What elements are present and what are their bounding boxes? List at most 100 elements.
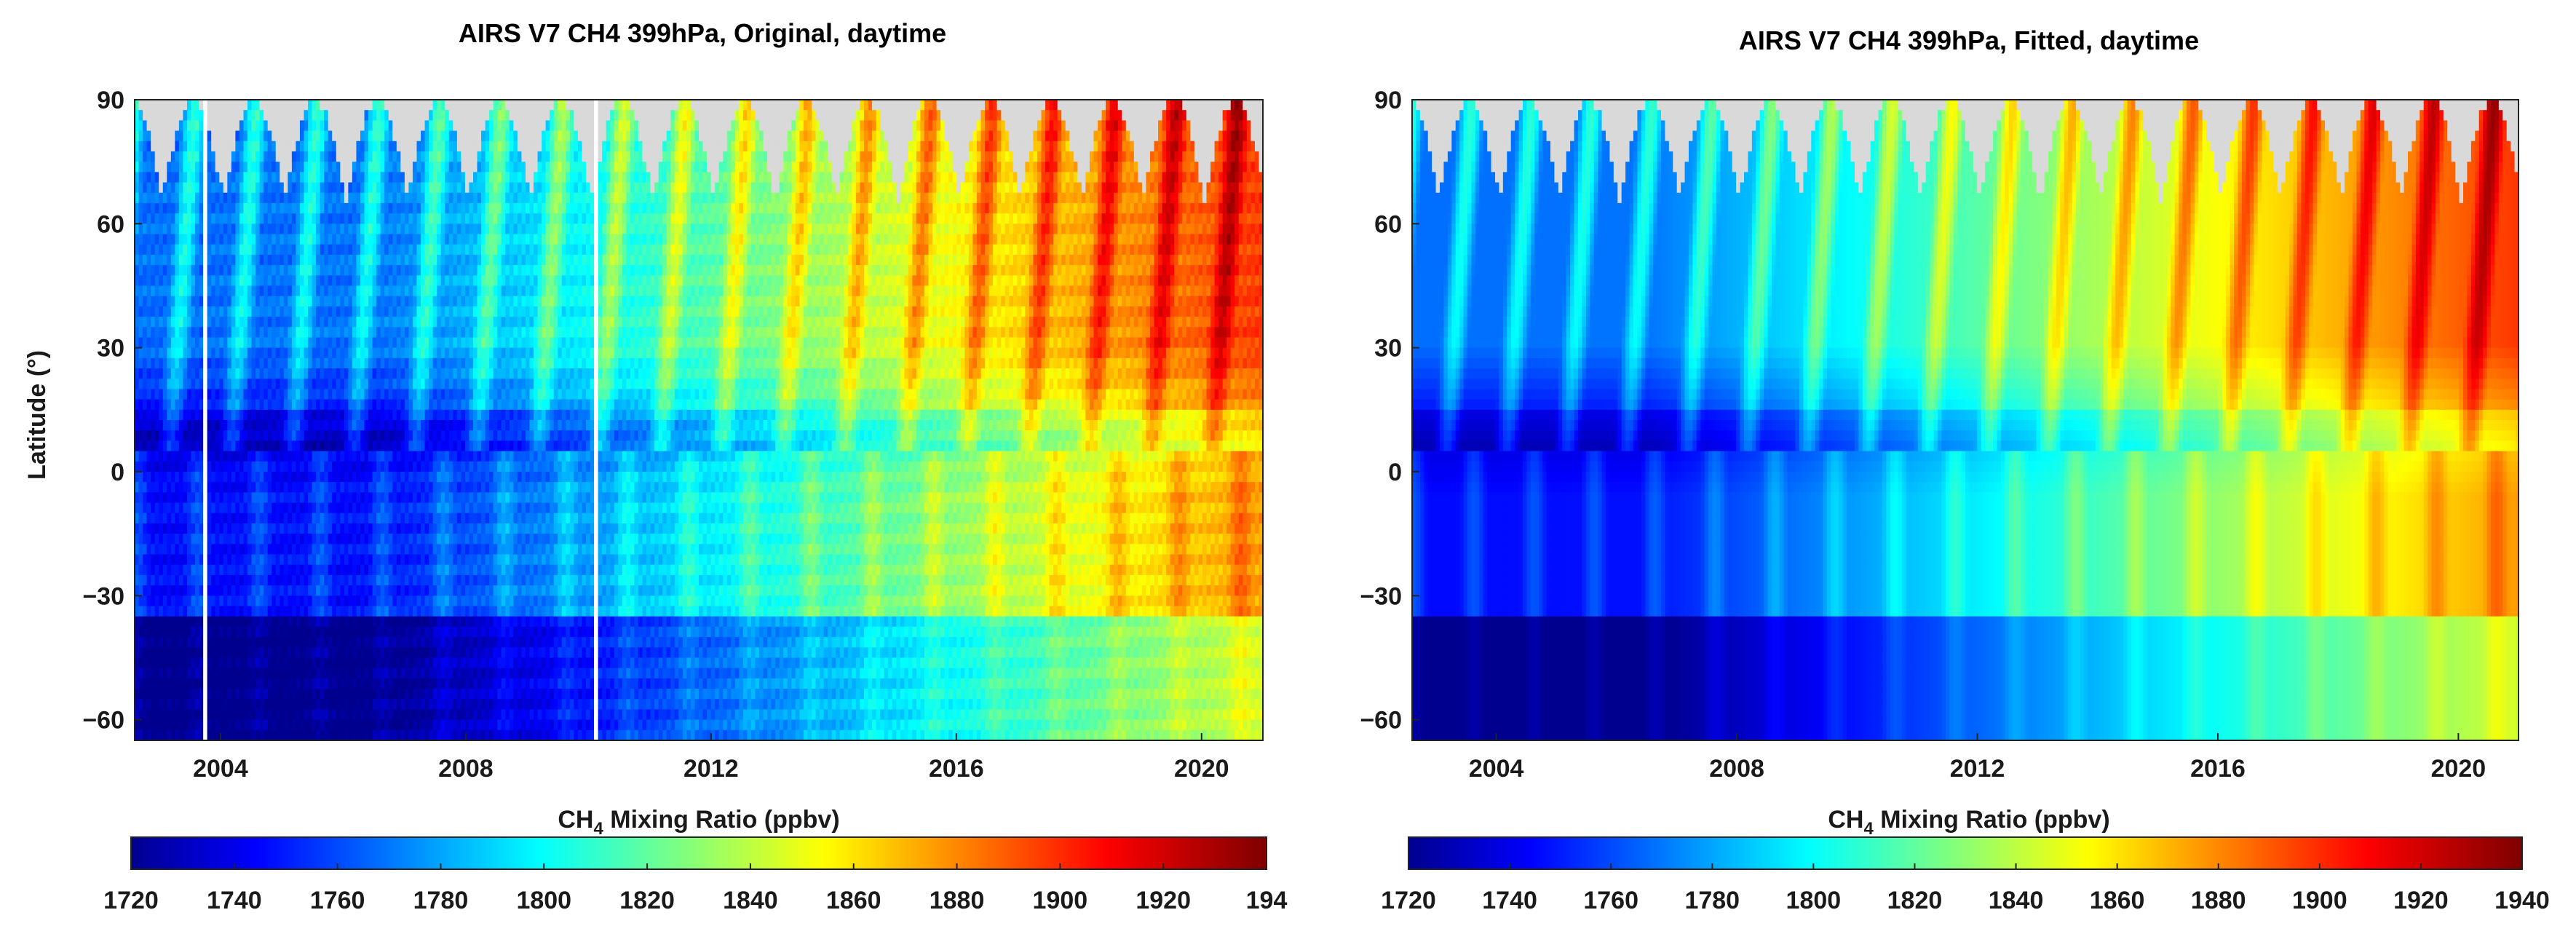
heatmap-cell bbox=[191, 657, 196, 669]
heatmap-cell bbox=[203, 337, 208, 349]
heatmap-cell bbox=[408, 574, 413, 586]
heatmap-cell bbox=[191, 647, 196, 659]
heatmap-cell bbox=[191, 275, 196, 287]
heatmap-cell bbox=[316, 306, 321, 317]
heatmap-cell bbox=[372, 637, 377, 648]
heatmap-cell bbox=[421, 585, 426, 596]
heatmap-cell bbox=[223, 192, 228, 204]
heatmap-cell bbox=[324, 523, 329, 534]
heatmap-cell bbox=[227, 389, 232, 400]
heatmap-cell bbox=[159, 699, 164, 711]
heatmap-cell bbox=[424, 275, 429, 287]
heatmap-cell bbox=[376, 502, 381, 514]
heatmap-cell bbox=[404, 223, 410, 235]
heatmap-cell bbox=[352, 544, 357, 555]
heatmap-cell bbox=[320, 389, 325, 400]
heatmap-cell bbox=[352, 668, 357, 679]
heatmap-cell bbox=[356, 399, 361, 411]
heatmap-cell bbox=[340, 110, 345, 121]
heatmap-cell bbox=[400, 120, 405, 132]
heatmap-cell bbox=[332, 399, 337, 411]
heatmap-cell bbox=[151, 223, 156, 235]
heatmap-cell bbox=[211, 678, 216, 689]
heatmap-cell bbox=[304, 317, 309, 328]
heatmap-cell bbox=[299, 357, 305, 369]
heatmap-cell bbox=[186, 451, 192, 462]
heatmap-cell bbox=[178, 595, 184, 607]
heatmap-cell bbox=[372, 512, 377, 524]
heatmap-cell bbox=[259, 234, 264, 245]
heatmap-cell bbox=[328, 699, 333, 711]
heatmap-cell bbox=[437, 492, 442, 504]
heatmap-cell bbox=[400, 606, 405, 617]
heatmap-cell bbox=[336, 606, 341, 617]
heatmap-cell bbox=[368, 678, 373, 689]
heatmap-cell bbox=[203, 130, 208, 142]
heatmap-cell bbox=[445, 585, 450, 596]
heatmap-cell bbox=[203, 420, 208, 431]
heatmap-cell bbox=[388, 141, 393, 152]
heatmap-cell bbox=[312, 523, 317, 534]
heatmap-cell bbox=[167, 409, 172, 421]
heatmap-cell bbox=[243, 223, 248, 235]
heatmap-cell bbox=[429, 534, 434, 545]
heatmap-cell bbox=[304, 719, 309, 731]
heatmap-cell bbox=[308, 337, 313, 349]
heatmap-cell bbox=[255, 151, 261, 162]
heatmap-cell bbox=[183, 141, 188, 152]
heatmap-cell bbox=[372, 647, 377, 659]
heatmap-cell bbox=[304, 564, 309, 576]
heatmap-cell bbox=[299, 110, 305, 121]
heatmap-cell bbox=[368, 172, 373, 183]
heatmap-cell bbox=[211, 182, 216, 194]
heatmap-cell bbox=[143, 141, 148, 152]
heatmap-cell bbox=[299, 668, 305, 679]
heatmap-cell bbox=[162, 285, 167, 297]
heatmap-cell bbox=[392, 616, 397, 628]
heatmap-cell bbox=[376, 606, 381, 617]
heatmap-cell bbox=[239, 182, 245, 194]
heatmap-cell bbox=[272, 306, 277, 317]
heatmap-cell bbox=[243, 130, 248, 142]
heatmap-cell bbox=[453, 668, 458, 679]
heatmap-cell bbox=[408, 595, 413, 607]
heatmap-cell bbox=[328, 120, 333, 132]
heatmap-cell bbox=[251, 534, 256, 545]
heatmap-cell bbox=[227, 719, 232, 731]
heatmap-cell bbox=[360, 668, 365, 679]
heatmap-cell bbox=[348, 606, 353, 617]
heatmap-cell bbox=[404, 544, 410, 555]
heatmap-cell bbox=[167, 492, 172, 504]
heatmap-cell bbox=[138, 678, 143, 689]
heatmap-cell bbox=[195, 699, 200, 711]
heatmap-cell bbox=[203, 512, 208, 524]
heatmap-cell bbox=[235, 502, 240, 514]
heatmap-cell bbox=[235, 162, 240, 173]
heatmap-cell bbox=[231, 327, 236, 339]
heatmap-cell bbox=[332, 512, 337, 524]
heatmap-cell bbox=[143, 254, 148, 266]
heatmap-cell bbox=[267, 162, 272, 173]
heatmap-cell bbox=[299, 296, 305, 307]
heatmap-cell bbox=[360, 357, 365, 369]
heatmap-cell bbox=[308, 110, 313, 121]
heatmap-cell bbox=[299, 678, 305, 689]
heatmap-cell bbox=[159, 347, 164, 359]
heatmap-cell bbox=[272, 317, 277, 328]
heatmap-cell bbox=[151, 120, 156, 132]
heatmap-cell bbox=[195, 440, 200, 452]
heatmap-cell bbox=[364, 461, 369, 472]
heatmap-cell bbox=[191, 296, 196, 307]
heatmap-cell bbox=[448, 254, 453, 266]
heatmap-cell bbox=[332, 317, 337, 328]
heatmap-cell bbox=[231, 719, 236, 731]
heatmap-cell bbox=[356, 534, 361, 545]
heatmap-cell bbox=[275, 534, 280, 545]
heatmap-cell bbox=[215, 492, 220, 504]
heatmap-cell bbox=[215, 689, 220, 700]
heatmap-cell bbox=[259, 213, 264, 224]
heatmap-cell bbox=[372, 389, 377, 400]
heatmap-cell bbox=[247, 192, 253, 204]
heatmap-cell bbox=[272, 709, 277, 721]
heatmap-cell bbox=[340, 709, 345, 721]
